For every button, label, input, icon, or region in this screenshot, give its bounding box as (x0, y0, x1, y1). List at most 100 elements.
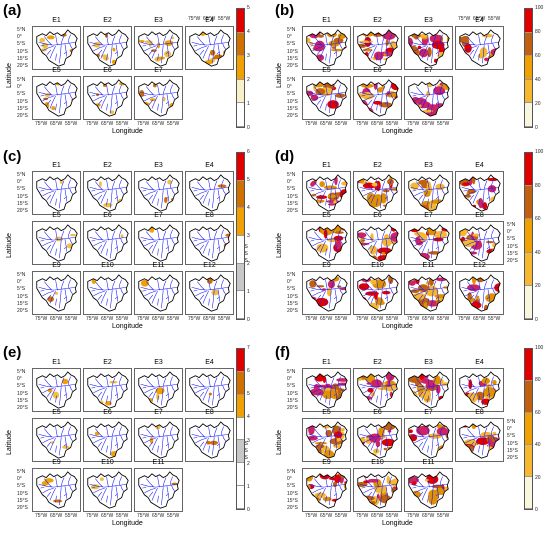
lat-tick-label: 5°S (287, 286, 296, 293)
anomaly-patch (315, 392, 324, 396)
lat-tick-label: 5°N (17, 272, 26, 278)
river-line (208, 34, 211, 46)
river-line (157, 198, 159, 206)
anomaly-patch (383, 233, 390, 245)
river-line (389, 476, 392, 486)
river-line (483, 427, 488, 437)
river-line (55, 298, 57, 306)
lon-tick-label: 75°W (188, 316, 201, 322)
y-axis-title: Latitude (6, 233, 13, 258)
experiment-label: E3 (154, 17, 163, 24)
river-line (365, 231, 373, 241)
river-line (151, 45, 158, 59)
map-e-e1-map (36, 371, 78, 409)
river-line (325, 376, 328, 388)
colorbar-segment (237, 235, 244, 264)
lat-tick-label: 5°S (17, 91, 26, 98)
lat-tick-label: 20°S (17, 405, 28, 411)
river-line (418, 441, 424, 447)
anomaly-patch (357, 496, 368, 508)
river-line (333, 493, 337, 496)
river-line (416, 86, 424, 96)
river-line (162, 427, 167, 437)
river-line (42, 437, 54, 444)
river-line (212, 190, 215, 209)
colorbar-tick-label: 1 (247, 483, 250, 490)
river-line (68, 34, 71, 44)
colorbar-tick-label: 1 (247, 101, 250, 107)
colorbar-segment (525, 381, 532, 413)
river-line (106, 476, 109, 488)
anomaly-patch (341, 296, 348, 302)
basin-boundary (408, 174, 450, 212)
anomaly-patch (392, 300, 399, 310)
river-line (492, 238, 496, 245)
anomaly-patch (417, 45, 422, 50)
river-line (151, 240, 158, 254)
river-line (93, 190, 105, 197)
y-axis-title: Latitude (6, 63, 13, 88)
anomaly-patch (120, 234, 124, 239)
anomaly-patch (422, 109, 433, 113)
anomaly-patch (317, 34, 324, 38)
map-cell-a-e5 (32, 76, 81, 120)
river-line (100, 95, 107, 109)
anomaly-patch (358, 377, 362, 381)
river-line (376, 103, 378, 111)
river-line (427, 445, 429, 453)
river-line (44, 378, 52, 388)
map-e-e8-map (189, 421, 231, 459)
river-line (329, 487, 332, 506)
lat-tick-label: 0° (287, 376, 292, 383)
map-cell-b-e1 (302, 26, 351, 70)
colorbar-tick-label: 6 (247, 368, 250, 375)
lat-tick-label: 10°S (17, 193, 28, 200)
lon-tick-label: 55°W (386, 121, 399, 127)
river-line (95, 36, 103, 46)
anomaly-patch (155, 387, 165, 395)
river-line (91, 94, 96, 97)
map-e-e10-map (87, 471, 129, 509)
experiment-label: E6 (103, 409, 112, 416)
river-line (42, 45, 54, 52)
river-line (111, 35, 116, 45)
river-line (59, 45, 62, 64)
river-line (380, 45, 383, 64)
river-line (120, 485, 124, 492)
river-line (93, 387, 105, 394)
river-line (431, 190, 434, 209)
river-line (59, 190, 62, 209)
river-line (44, 428, 52, 438)
map-cell-f-e1 (302, 368, 351, 412)
river-line (64, 486, 68, 499)
colorbar-segment (525, 79, 532, 104)
map-b-e3-map (408, 29, 450, 67)
experiment-label: E10 (101, 262, 114, 269)
river-line (339, 93, 343, 100)
lat-tick-label: 20°S (287, 113, 298, 119)
map-c-e10-map (87, 274, 129, 312)
river-line (44, 86, 52, 96)
river-line (193, 44, 198, 47)
river-line (314, 36, 322, 46)
panel-label-c: (c) (3, 148, 22, 165)
river-line (365, 478, 373, 488)
river-line (312, 95, 324, 102)
basin-boundary (408, 224, 450, 262)
basin-boundary (36, 471, 78, 509)
basin-boundary (459, 274, 501, 312)
river-line (106, 34, 109, 46)
map-c-e5-map (36, 224, 78, 262)
river-line (221, 34, 224, 44)
river-line (381, 427, 386, 437)
river-line (330, 377, 335, 387)
river-line (421, 190, 428, 204)
anomaly-patch (340, 427, 345, 432)
basin-boundary (36, 274, 78, 312)
river-line (63, 443, 67, 446)
basin-boundary (306, 274, 348, 312)
river-line (148, 391, 154, 397)
river-line (418, 244, 424, 250)
lat-tick-label: 0° (17, 279, 22, 286)
basin-boundary (459, 224, 501, 262)
